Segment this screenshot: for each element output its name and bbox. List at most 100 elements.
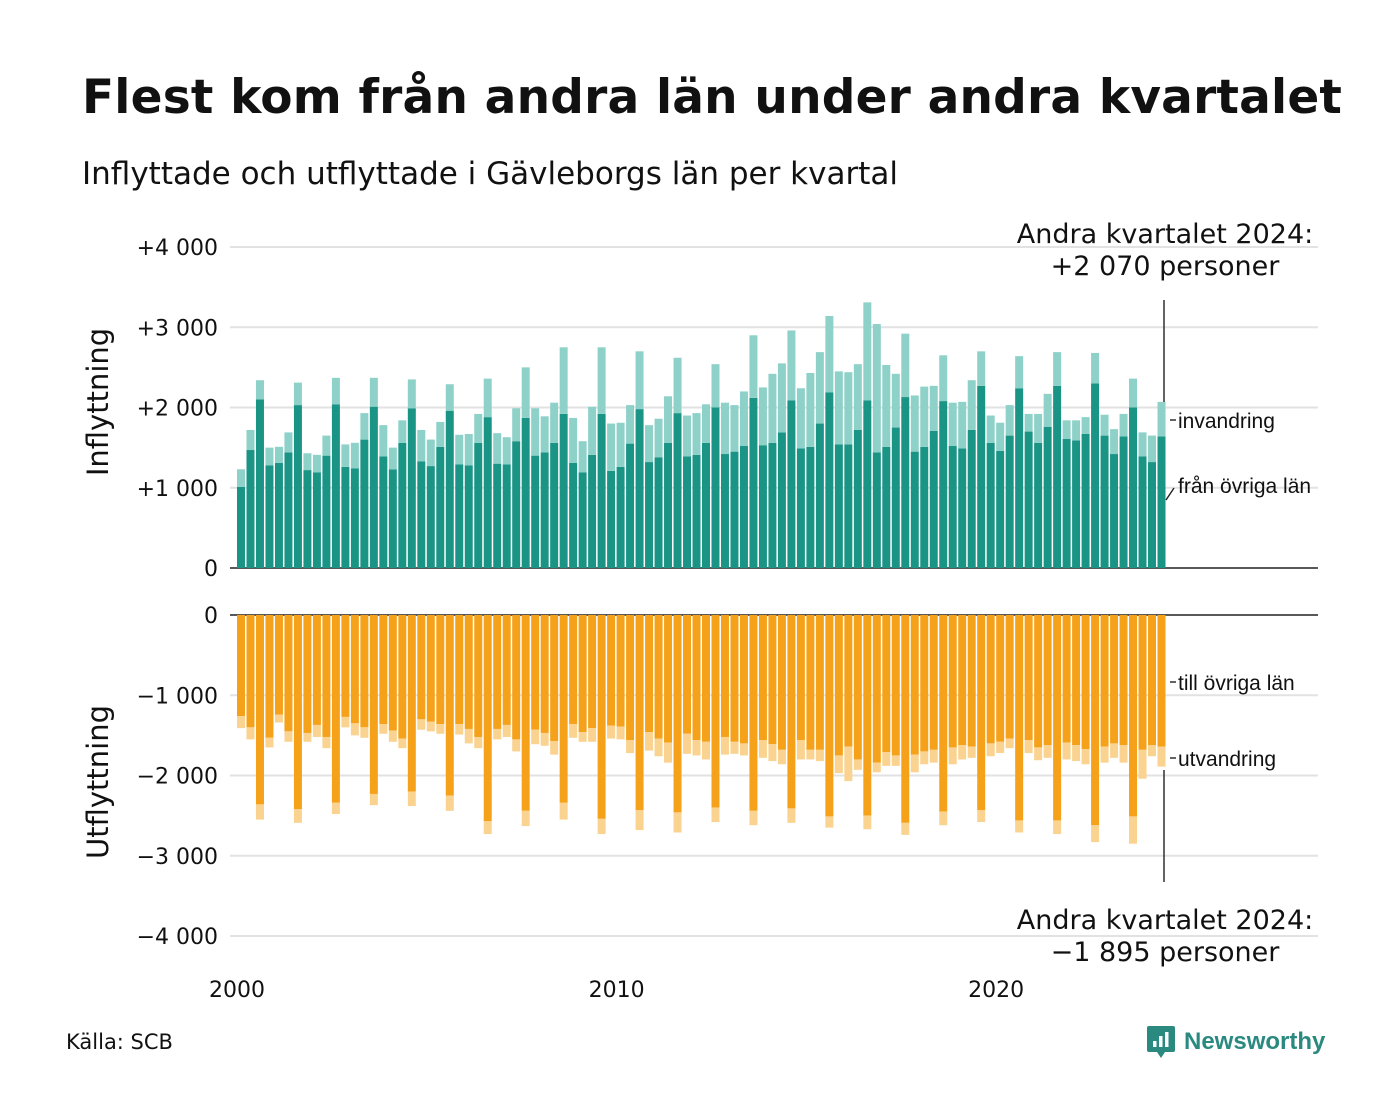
bar-fran-ovriga-lan [777, 432, 786, 568]
bar-utvandring [341, 716, 350, 728]
bar-fran-ovriga-lan [758, 445, 767, 568]
bar-utvandring [948, 747, 957, 765]
bar-fran-ovriga-lan [806, 446, 815, 568]
bar-till-ovriga-lan [739, 615, 748, 744]
bar-invandring [293, 382, 302, 406]
bar-utvandring [730, 741, 739, 754]
bar-fran-ovriga-lan [1129, 407, 1138, 568]
bar-utvandring [920, 751, 929, 765]
bar-fran-ovriga-lan [616, 466, 625, 568]
newsworthy-logo-text: Newsworthy [1184, 1028, 1326, 1055]
bar-fran-ovriga-lan [255, 399, 264, 568]
newsworthy-logo-icon [1147, 1026, 1175, 1058]
bar-fran-ovriga-lan [1110, 454, 1119, 568]
bar-till-ovriga-lan [246, 615, 255, 728]
bar-invandring [237, 469, 245, 487]
bar-utvandring [815, 749, 824, 762]
bar-fran-ovriga-lan [407, 408, 416, 568]
x-tick-label: 2010 [589, 978, 645, 1003]
bar-till-ovriga-lan [436, 615, 445, 725]
bar-till-ovriga-lan [996, 615, 1005, 742]
bar-fran-ovriga-lan [702, 442, 710, 568]
bar-fran-ovriga-lan [350, 468, 359, 568]
bar-till-ovriga-lan [948, 615, 957, 748]
bar-fran-ovriga-lan [379, 456, 388, 568]
bar-invandring [303, 453, 312, 471]
bar-invandring [1072, 420, 1081, 441]
bar-fran-ovriga-lan [673, 413, 682, 568]
bar-till-ovriga-lan [502, 615, 511, 725]
bar-fran-ovriga-lan [293, 405, 302, 568]
y-tick-label-bottom: 0 [204, 604, 218, 629]
y-tick-label-top: +2 000 [137, 397, 218, 422]
bar-utvandring [958, 745, 967, 760]
bar-invandring [474, 413, 483, 443]
bar-utvandring [246, 727, 255, 740]
bar-invandring [569, 417, 578, 463]
bar-invandring [863, 302, 872, 401]
bar-till-ovriga-lan [863, 615, 872, 816]
bar-invandring [379, 425, 388, 457]
bar-invandring [322, 435, 331, 456]
bar-till-ovriga-lan [787, 615, 796, 809]
bar-fran-ovriga-lan [502, 464, 511, 568]
bar-fran-ovriga-lan [692, 454, 701, 568]
bar-fran-ovriga-lan [246, 450, 255, 568]
bar-till-ovriga-lan [493, 615, 502, 729]
bar-invandring [872, 324, 881, 453]
bar-fran-ovriga-lan [730, 451, 739, 568]
bar-invandring [635, 351, 644, 410]
legend-label-utvandring: utvandring [1178, 748, 1276, 771]
bar-invandring [265, 447, 274, 466]
bar-invandring [1091, 352, 1100, 384]
bar-fran-ovriga-lan [417, 461, 426, 568]
bar-invandring [768, 373, 777, 443]
bar-till-ovriga-lan [540, 615, 549, 733]
y-tick-label-top: 0 [204, 557, 218, 582]
bar-till-ovriga-lan [1005, 615, 1014, 739]
bar-utvandring [616, 726, 625, 740]
bar-invandring [758, 387, 767, 446]
bar-till-ovriga-lan [578, 615, 587, 733]
bar-till-ovriga-lan [1091, 615, 1100, 826]
bar-invandring [360, 413, 369, 440]
bar-fran-ovriga-lan [464, 465, 473, 568]
bar-fran-ovriga-lan [559, 413, 568, 568]
bar-fran-ovriga-lan [550, 442, 559, 568]
bar-invandring [284, 432, 293, 453]
bar-fran-ovriga-lan [398, 442, 407, 568]
bar-fran-ovriga-lan [664, 442, 673, 568]
bar-invandring [398, 420, 407, 443]
bar-fran-ovriga-lan [312, 472, 321, 568]
bar-invandring [1148, 435, 1157, 463]
bar-invandring [597, 347, 606, 414]
bar-utvandring [521, 810, 530, 827]
bar-utvandring [1157, 746, 1166, 767]
bar-utvandring [512, 739, 521, 752]
bar-invandring [588, 406, 597, 455]
bar-fran-ovriga-lan [768, 442, 777, 568]
bar-till-ovriga-lan [815, 615, 824, 750]
bar-utvandring [626, 740, 635, 754]
bar-fran-ovriga-lan [796, 448, 805, 568]
bar-utvandring [825, 816, 834, 828]
bar-till-ovriga-lan [426, 615, 435, 722]
bar-utvandring [284, 731, 293, 742]
bar-fran-ovriga-lan [626, 443, 635, 568]
bar-invandring [891, 373, 900, 428]
bar-utvandring [1110, 743, 1119, 758]
bar-till-ovriga-lan [692, 615, 701, 741]
x-tick-label: 2020 [968, 978, 1024, 1003]
bar-till-ovriga-lan [303, 615, 312, 733]
bar-utvandring [1081, 749, 1090, 765]
bar-utvandring [720, 736, 729, 755]
bar-fran-ovriga-lan [1053, 385, 1062, 568]
bar-invandring [531, 408, 540, 456]
bar-utvandring [559, 802, 568, 820]
y-tick-label-bottom: −1 000 [137, 684, 218, 709]
bar-fran-ovriga-lan [920, 446, 929, 568]
bar-fran-ovriga-lan [872, 452, 881, 568]
bar-till-ovriga-lan [379, 615, 388, 725]
bar-invandring [1119, 413, 1128, 437]
bar-till-ovriga-lan [483, 615, 492, 822]
